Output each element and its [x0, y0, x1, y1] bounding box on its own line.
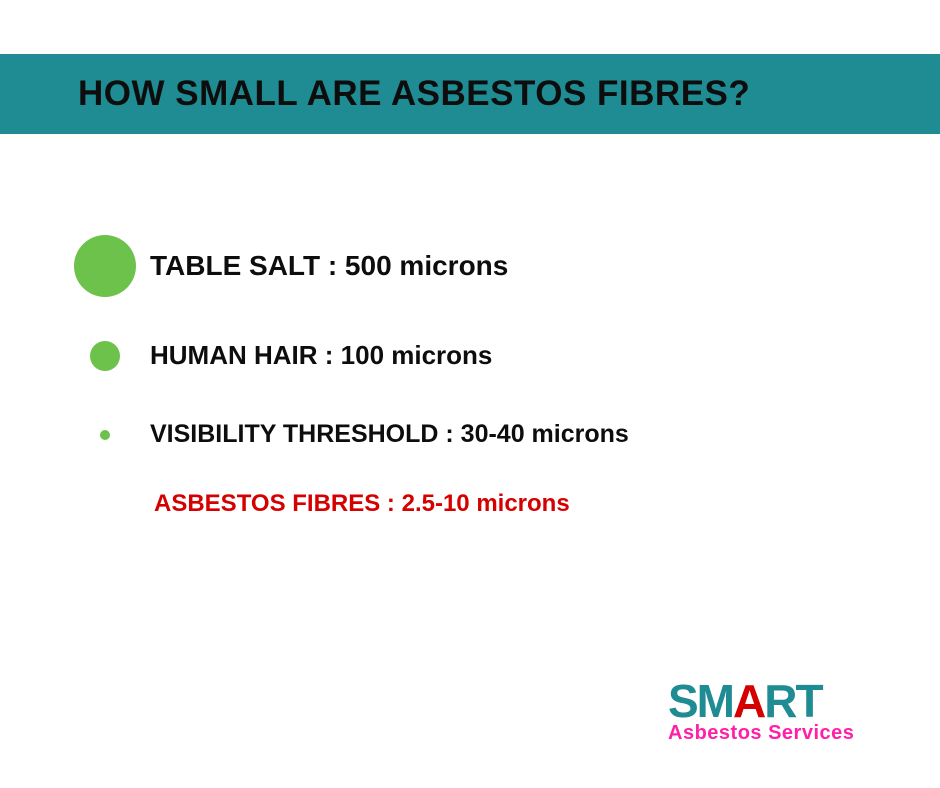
brand-logo: SMART Asbestos Services [668, 678, 854, 745]
dot-wrap [60, 341, 150, 371]
page-title: HOW SMALL ARE ASBESTOS FIBRES? [78, 74, 750, 114]
logo-bottom-line: Asbestos Services [668, 722, 854, 745]
asbestos-label: ASBESTOS FIBRES : 2.5-10 microns [154, 490, 570, 518]
row-visibility: VISIBILITY THRESHOLD : 30-40 microns [60, 420, 629, 449]
visibility-label: VISIBILITY THRESHOLD : 30-40 microns [150, 420, 629, 449]
row-asbestos: ASBESTOS FIBRES : 2.5-10 microns [154, 490, 570, 518]
title-bar: HOW SMALL ARE ASBESTOS FIBRES? [0, 54, 940, 134]
dot-wrap [60, 430, 150, 440]
salt-label: TABLE SALT : 500 microns [150, 250, 508, 282]
dot-wrap [60, 235, 150, 297]
logo-text-a: A [733, 678, 764, 724]
hair-dot-icon [90, 341, 120, 371]
logo-top-line: SMART [668, 678, 854, 724]
row-salt: TABLE SALT : 500 microns [60, 235, 508, 297]
visibility-dot-icon [100, 430, 110, 440]
logo-text-pre: SM [668, 675, 733, 727]
hair-label: HUMAN HAIR : 100 microns [150, 340, 492, 371]
salt-dot-icon [74, 235, 136, 297]
row-hair: HUMAN HAIR : 100 microns [60, 340, 492, 371]
logo-text-post: RT [764, 675, 821, 727]
